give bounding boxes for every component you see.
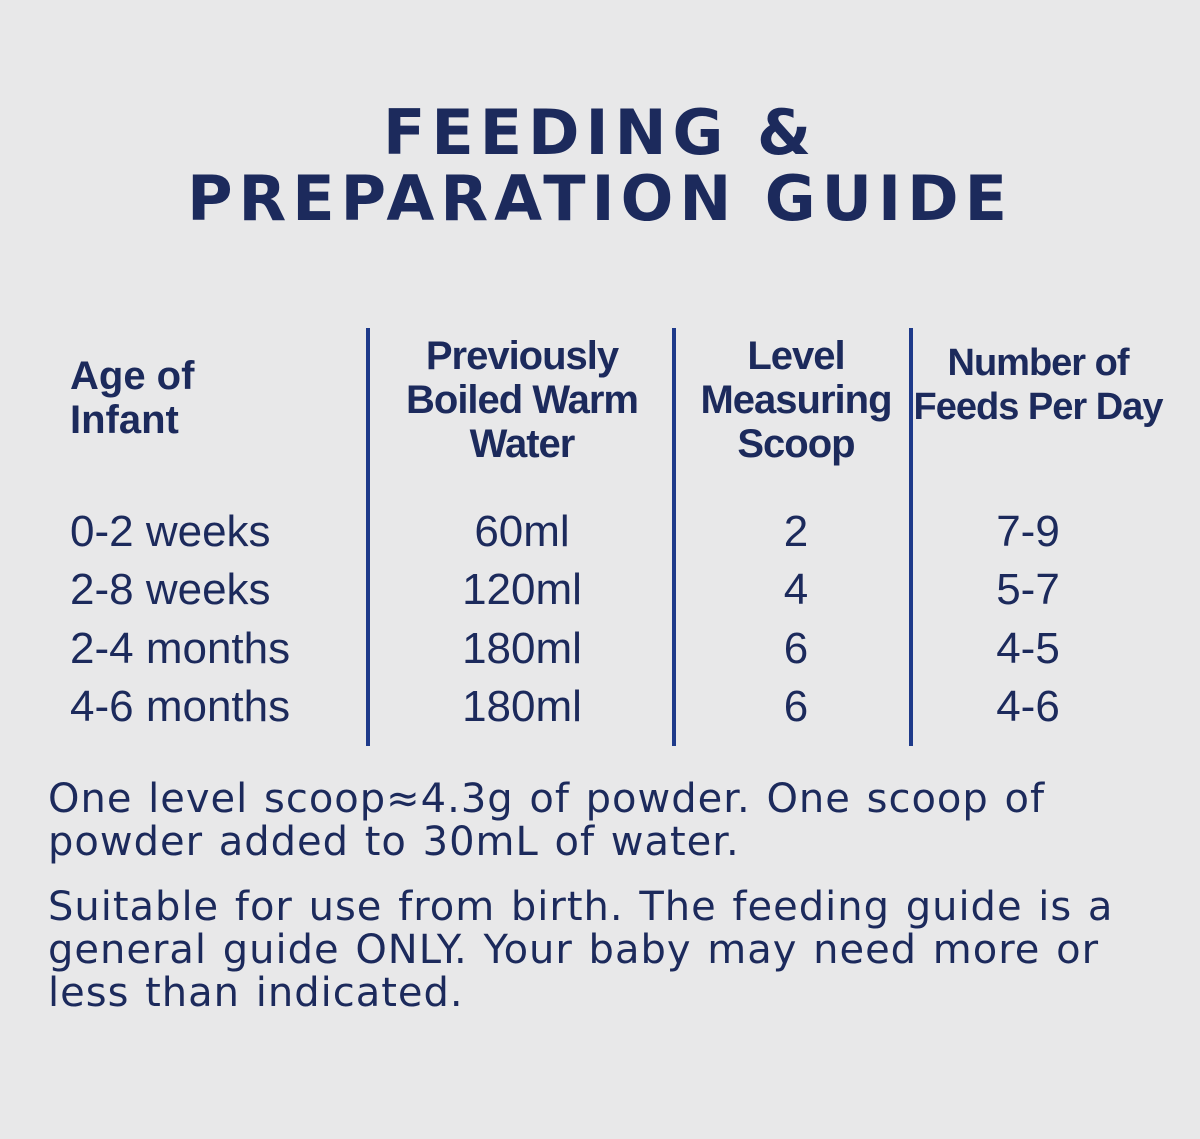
column-divider — [672, 328, 676, 746]
header-text: Boiled Warm — [406, 378, 639, 422]
cell-scoop: 6 — [783, 682, 809, 731]
cell-feeds: 4-5 — [996, 624, 1060, 673]
header-text: Number of — [947, 342, 1130, 384]
suitability-note: Suitable for use from birth. The feeding… — [48, 884, 1114, 1016]
column-divider — [366, 328, 370, 746]
header-scoop: Level Measuring Scoop — [678, 334, 914, 466]
header-text: Measuring — [700, 378, 892, 422]
cell-water: 60ml — [474, 507, 570, 556]
cell-age: 2-4 months — [70, 624, 291, 673]
header-text: Age of — [70, 354, 195, 398]
column-divider — [909, 328, 913, 746]
cell-scoop: 2 — [783, 507, 809, 556]
cell-water: 120ml — [462, 565, 582, 614]
header-feeds-per-day: Number of Feeds Per Day — [912, 341, 1164, 429]
cell-feeds: 5-7 — [996, 565, 1060, 614]
title-line-1: FEEDING & — [382, 96, 818, 169]
page-title: FEEDING & PREPARATION GUIDE — [0, 100, 1200, 232]
title-line-2: PREPARATION GUIDE — [187, 162, 1013, 235]
header-age-of-infant: Age of Infant — [70, 354, 350, 442]
cell-feeds: 4-6 — [996, 682, 1060, 731]
cell-age: 4-6 months — [70, 682, 291, 731]
header-text: Infant — [70, 398, 179, 442]
header-text: Scoop — [737, 422, 855, 466]
cell-scoop: 4 — [783, 565, 809, 614]
header-text: Water — [469, 422, 576, 466]
header-text: Previously — [425, 334, 619, 378]
cell-water: 180ml — [462, 682, 582, 731]
cell-age: 0-2 weeks — [70, 507, 271, 556]
cell-feeds: 7-9 — [996, 507, 1060, 556]
header-text: Feeds Per Day — [913, 386, 1164, 428]
cell-scoop: 6 — [783, 624, 809, 673]
cell-age: 2-8 weeks — [70, 565, 271, 614]
scoop-note: One level scoop≈4.3g of powder. One scoo… — [48, 776, 1046, 865]
cell-water: 180ml — [462, 624, 582, 673]
header-water: Previously Boiled Warm Water — [372, 334, 672, 466]
header-text: Level — [747, 334, 845, 378]
